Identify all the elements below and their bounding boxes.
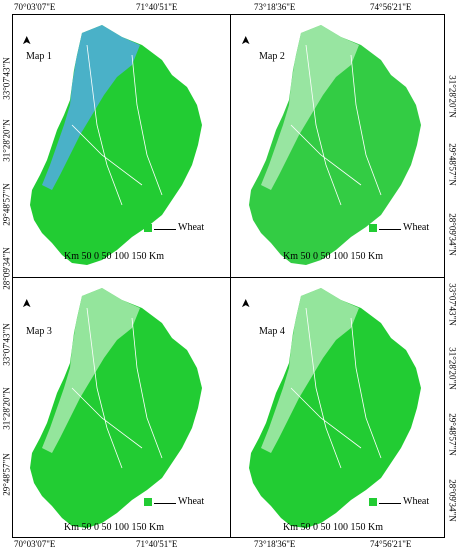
map-panel-3: ➤ Map 3 Wheat Km 50 0 50 100 150 Km: [12, 278, 230, 540]
vertical-divider: [230, 14, 231, 538]
wheat-swatch-icon: [144, 223, 152, 232]
left-coord-7: 29°48'57"N: [1, 453, 12, 496]
map-1-label: Map 1: [26, 51, 52, 62]
map-3-legend: Wheat: [144, 496, 204, 507]
bottom-coord-4: 74°56'21"E: [370, 539, 412, 549]
left-coord-1: 33°07'43"N: [1, 57, 12, 100]
map-4-scale-bar: Km 50 0 50 100 150 Km: [283, 522, 383, 533]
top-coord-2: 71°40'51"E: [136, 2, 178, 12]
map-1-scale-bar: Km 50 0 50 100 150 Km: [64, 251, 164, 262]
top-coord-3: 73°18'36"E: [254, 2, 296, 12]
map-4-label: Map 4: [259, 326, 285, 337]
bottom-coord-3: 73°18'36"E: [254, 539, 296, 549]
left-coord-3: 29°48'57"N: [1, 183, 12, 226]
map-3-label: Map 3: [26, 326, 52, 337]
legend-label: Wheat: [178, 496, 205, 507]
bottom-coord-2: 71°40'51"E: [136, 539, 178, 549]
legend-label: Wheat: [403, 496, 430, 507]
legend-label: Wheat: [178, 222, 205, 233]
left-coord-6: 31°28'20"N: [1, 387, 12, 430]
map-frame: [12, 14, 445, 538]
top-coord-1: 70°03'07"E: [14, 2, 56, 12]
map-3-scale-bar: Km 50 0 50 100 150 Km: [64, 522, 164, 533]
left-coord-5: 33°07'43"N: [1, 323, 12, 366]
map-2-label: Map 2: [259, 51, 285, 62]
north-arrow-icon: ➤: [19, 35, 34, 46]
map-2-scale-bar: Km 50 0 50 100 150 Km: [283, 251, 383, 262]
map-3-region: [30, 288, 202, 528]
left-coord-2: 31°28'20"N: [1, 119, 12, 162]
map-4-region: [249, 288, 421, 528]
map-panel-1: ➤ Map 1 Wheat Km 50 0 50 100 150 Km: [12, 15, 230, 277]
map-panel-4: ➤ Map 4 Wheat Km 50 0 50 100 150 Km: [231, 278, 449, 540]
left-coord-4: 28°09'34"N: [1, 247, 12, 290]
horizontal-divider: [12, 277, 445, 278]
map-2-legend: Wheat: [369, 222, 429, 233]
wheat-swatch-icon: [144, 497, 152, 506]
map-4-legend: Wheat: [369, 496, 429, 507]
bottom-coord-1: 70°03'07"E: [14, 539, 56, 549]
map-2-region: [249, 25, 421, 265]
north-arrow-icon: ➤: [238, 35, 253, 46]
legend-label: Wheat: [403, 222, 430, 233]
wheat-swatch-icon: [369, 223, 377, 232]
top-coord-4: 74°56'21"E: [370, 2, 412, 12]
north-arrow-icon: ➤: [19, 298, 34, 309]
map-1-region: [30, 25, 202, 265]
map-1-legend: Wheat: [144, 222, 204, 233]
wheat-swatch-icon: [369, 497, 377, 506]
north-arrow-icon: ➤: [238, 298, 253, 309]
map-panel-2: ➤ Map 2 Wheat Km 50 0 50 100 150 Km: [231, 15, 449, 277]
